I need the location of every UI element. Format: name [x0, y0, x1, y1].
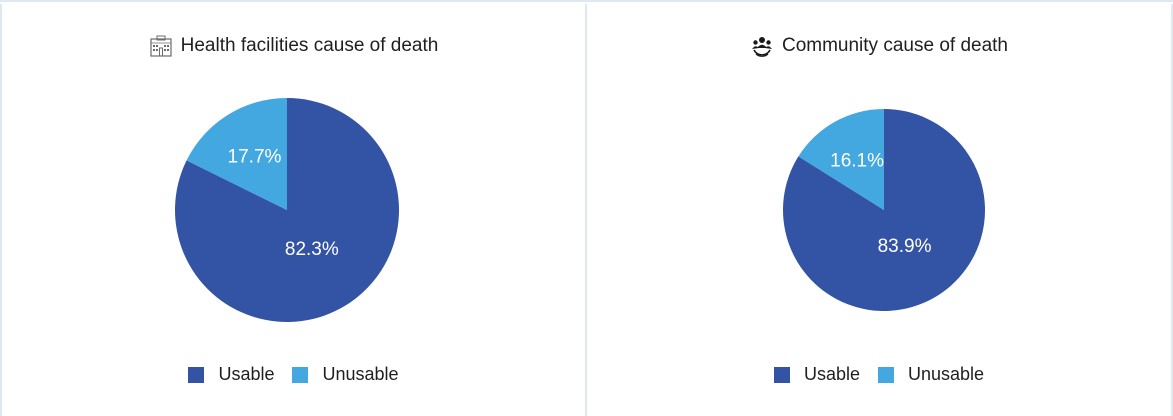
legend-swatch-usable — [188, 366, 205, 383]
legend-label-usable: Usable — [218, 364, 275, 384]
legend-label-unusable: Unusable — [322, 364, 399, 384]
legend-item-unusable: Unusable — [877, 364, 985, 385]
legend-community: Usable Unusable — [587, 364, 1171, 385]
legend-health-facilities: Usable Unusable — [2, 364, 585, 385]
legend-item-usable: Usable — [188, 364, 274, 385]
legend-swatch-unusable — [877, 366, 894, 383]
pie-slice-unusable — [186, 98, 287, 210]
community-panel: Community cause of death 83.9% 16.1% Usab… — [586, 4, 1173, 416]
panel-title-community: Community cause of death — [587, 34, 1171, 58]
panel-title-health-facilities: Health facilities cause of death — [2, 34, 585, 58]
legend-item-unusable: Unusable — [292, 364, 399, 385]
pie-slice-unusable — [798, 109, 884, 210]
pie-label-unusable: 17.7% — [228, 147, 282, 168]
pie-label-usable: 82.3% — [285, 239, 339, 260]
pie-label-unusable: 16.1% — [830, 150, 884, 171]
legend-swatch-usable — [773, 366, 790, 383]
pie-chart-community: 83.9% 16.1% — [783, 109, 985, 311]
hospital-building-icon — [149, 34, 173, 58]
legend-item-usable: Usable — [773, 364, 860, 385]
panel-title-text: Health facilities cause of death — [180, 35, 439, 56]
pie-label-usable: 83.9% — [878, 236, 932, 257]
legend-swatch-unusable — [292, 366, 309, 383]
pie-chart-health-facilities: 82.3% 17.7% — [175, 97, 399, 322]
legend-label-unusable: Unusable — [907, 364, 985, 384]
panel-title-text: Community cause of death — [781, 35, 1008, 56]
legend-label-usable: Usable — [803, 364, 860, 384]
health-facilities-panel: Health facilities cause of death 82.3% 17… — [0, 4, 586, 416]
community-group-icon — [750, 34, 774, 58]
